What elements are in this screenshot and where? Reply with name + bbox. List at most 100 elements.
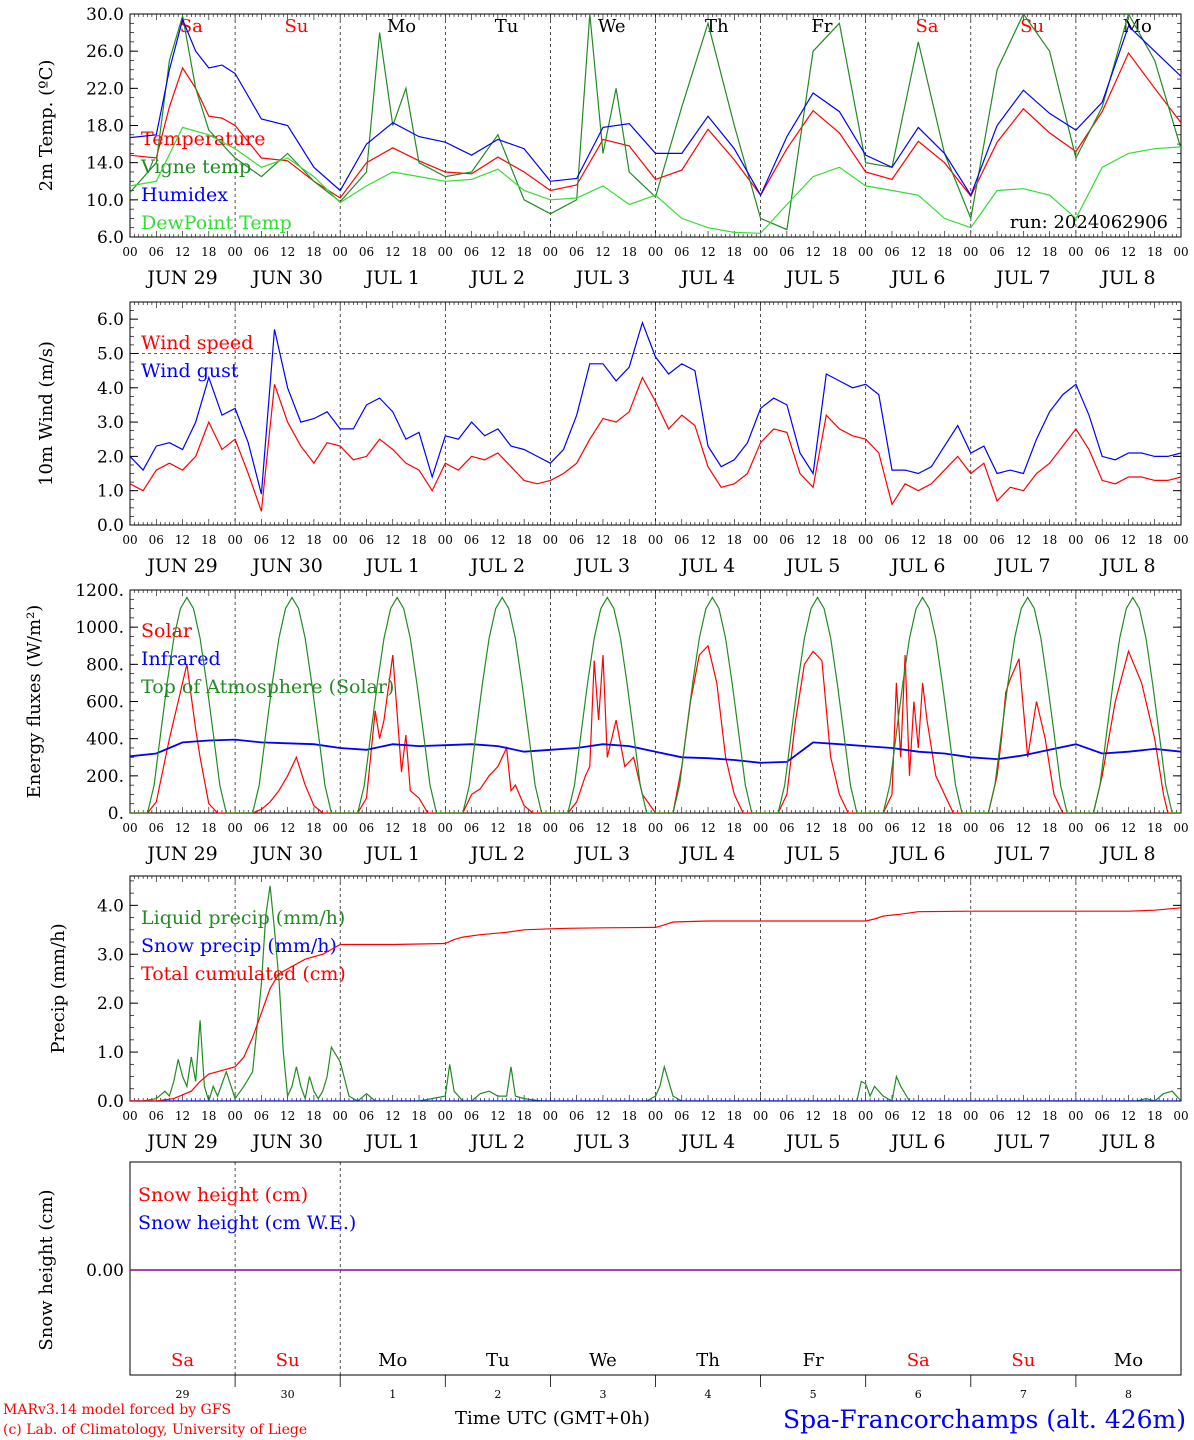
hour-tick-label: 06 — [464, 533, 479, 547]
hour-tick-label: 12 — [595, 821, 610, 835]
date-label: JUL 2 — [469, 843, 525, 865]
day-number-label: 4 — [705, 1388, 712, 1401]
series-line-vigne-temp — [130, 14, 1181, 231]
date-label: JUN 29 — [145, 555, 217, 577]
hour-tick-label: 12 — [490, 1109, 505, 1123]
hour-tick-label: 00 — [753, 821, 768, 835]
hour-tick-label: 00 — [1068, 245, 1083, 259]
hour-tick-label: 18 — [1147, 533, 1162, 547]
weekday-label: Tu — [486, 1350, 510, 1371]
date-label: JUL 1 — [364, 267, 420, 289]
series-line-infrared — [130, 738, 1181, 764]
hour-tick-label: 12 — [175, 245, 190, 259]
hour-tick-label: 18 — [937, 821, 952, 835]
hour-tick-label: 12 — [175, 821, 190, 835]
hour-tick-label: 12 — [595, 533, 610, 547]
hour-tick-label: 00 — [333, 245, 348, 259]
date-label: JUL 7 — [994, 267, 1050, 289]
legend-label: Snow height (cm W.E.) — [138, 1212, 356, 1234]
date-label: JUN 29 — [145, 1131, 217, 1153]
weekday-label: Sa — [171, 1350, 194, 1371]
hour-tick-label: 06 — [884, 533, 899, 547]
hour-tick-label: 00 — [753, 533, 768, 547]
hour-tick-label: 00 — [648, 245, 663, 259]
hour-tick-label: 00 — [122, 533, 137, 547]
hour-tick-label: 12 — [1121, 1109, 1136, 1123]
hour-tick-label: 00 — [227, 1109, 242, 1123]
hour-tick-label: 06 — [779, 1109, 794, 1123]
series-line-temperature — [130, 51, 1181, 199]
y-tick-label: 0.00 — [86, 1261, 124, 1281]
y-axis-title: 10m Wind (m/s) — [36, 341, 57, 486]
hour-tick-label: 06 — [884, 821, 899, 835]
weekday-label: Th — [705, 16, 729, 37]
hour-tick-label: 18 — [1147, 245, 1162, 259]
hour-tick-label: 06 — [674, 245, 689, 259]
hour-tick-label: 12 — [280, 245, 295, 259]
date-label: JUL 5 — [784, 1131, 840, 1153]
date-label: JUL 3 — [574, 267, 630, 289]
hour-tick-label: 18 — [727, 821, 742, 835]
hour-tick-label: 18 — [201, 533, 216, 547]
series-line-total-cumulated-cm- — [130, 907, 1181, 1101]
panel-energy: 00 06 12 18 JUN 29 00 06 12 18 JUN 30 00 06 12 18 JUL … — [24, 581, 1189, 865]
date-label: JUL 8 — [1099, 267, 1155, 289]
date-label: JUL 2 — [469, 267, 525, 289]
hour-tick-label: 06 — [149, 533, 164, 547]
hour-tick-label: 06 — [989, 533, 1004, 547]
hour-tick-label: 06 — [149, 821, 164, 835]
hour-tick-label: 12 — [595, 1109, 610, 1123]
weekday-label: Tu — [495, 16, 519, 37]
hour-tick-label: 00 — [543, 245, 558, 259]
hour-tick-label: 12 — [280, 1109, 295, 1123]
weekday-label: We — [598, 16, 626, 37]
series-line-top-of-atmosphere-solar- — [130, 596, 1181, 813]
y-tick-label: 30.0 — [86, 5, 124, 25]
hour-tick-label: 12 — [806, 821, 821, 835]
date-label: JUN 30 — [250, 267, 322, 289]
hour-tick-label: 00 — [963, 533, 978, 547]
hour-tick-label: 18 — [832, 1109, 847, 1123]
hour-tick-label: 06 — [779, 245, 794, 259]
panel-snow: 0.00 Sa 29 Su 30 Mo 1 Tu 2 We 3 Th 4 Fr 5 Sa 6 Su 7 Mo 8 Snow… — [36, 1161, 1182, 1401]
hour-tick-label: 06 — [464, 821, 479, 835]
hour-tick-label: 18 — [306, 1109, 321, 1123]
hour-tick-label: 18 — [201, 1109, 216, 1123]
hour-tick-label: 18 — [516, 533, 531, 547]
date-label: JUL 4 — [679, 555, 735, 577]
day-number-label: 2 — [494, 1388, 501, 1401]
hour-tick-label: 00 — [648, 533, 663, 547]
y-tick-label: 200. — [86, 767, 124, 787]
hour-tick-label: 18 — [937, 533, 952, 547]
hour-tick-label: 18 — [411, 245, 426, 259]
hour-tick-label: 18 — [1147, 821, 1162, 835]
hour-tick-label: 00 — [753, 245, 768, 259]
hour-tick-label: 06 — [989, 1109, 1004, 1123]
legend-label: Infrared — [141, 648, 221, 670]
hour-tick-label: 18 — [411, 533, 426, 547]
date-label: JUL 3 — [574, 1131, 630, 1153]
date-label: JUL 5 — [784, 843, 840, 865]
y-tick-label: 5.0 — [97, 344, 124, 364]
hour-tick-label: 18 — [832, 245, 847, 259]
hour-tick-label: 06 — [464, 1109, 479, 1123]
hour-tick-label: 00 — [543, 821, 558, 835]
hour-tick-label: 06 — [884, 1109, 899, 1123]
legend-label: DewPoint Temp — [141, 212, 292, 234]
day-number-label: 30 — [281, 1388, 295, 1401]
hour-tick-label: 06 — [254, 821, 269, 835]
hour-tick-label: 18 — [516, 245, 531, 259]
hour-tick-label: 00 — [1173, 1109, 1188, 1123]
date-label: JUL 6 — [889, 843, 945, 865]
date-label: JUL 8 — [1099, 843, 1155, 865]
hour-tick-label: 12 — [1016, 245, 1031, 259]
date-label: JUL 7 — [994, 555, 1050, 577]
hour-tick-label: 18 — [1042, 245, 1057, 259]
date-label: JUL 6 — [889, 555, 945, 577]
series-line-wind-speed — [130, 376, 1181, 512]
weekday-label: Fr — [803, 1350, 824, 1371]
hour-tick-label: 18 — [411, 821, 426, 835]
hour-tick-label: 00 — [963, 821, 978, 835]
legend-label: Humidex — [141, 184, 228, 206]
hour-tick-label: 00 — [543, 1109, 558, 1123]
